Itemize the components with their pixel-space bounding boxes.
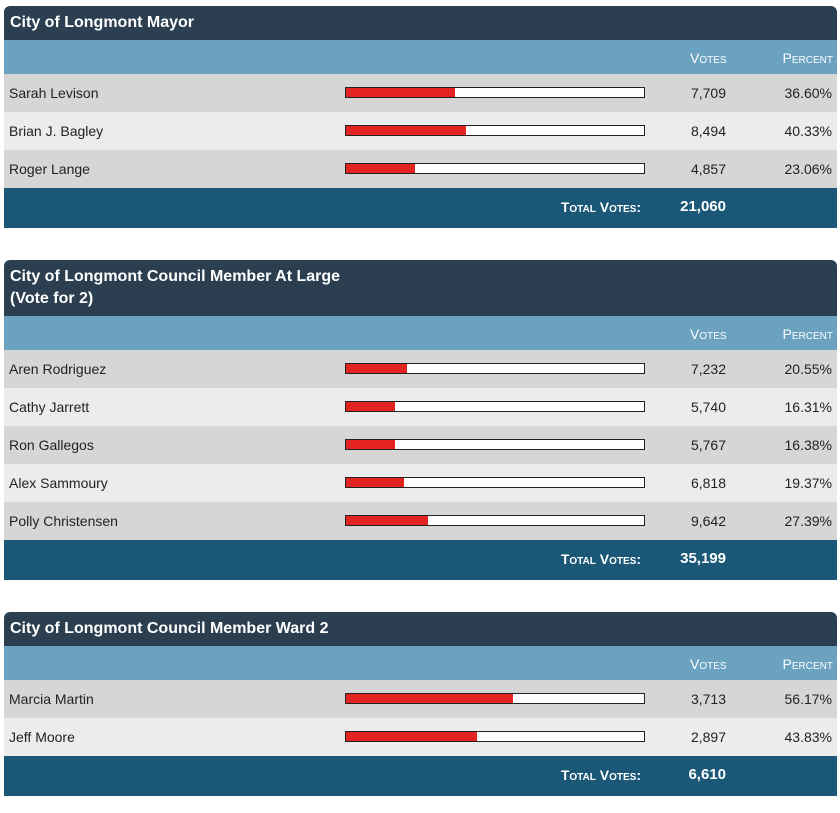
vote-share-fill (346, 440, 395, 449)
vote-share-fill (346, 126, 467, 135)
candidate-row: Roger Lange 4,857 23.06% (4, 150, 837, 188)
total-votes-value: 21,060 (680, 198, 726, 215)
candidate-percent: 16.31% (784, 399, 832, 415)
candidate-percent: 27.39% (784, 513, 832, 529)
candidate-percent: 56.17% (784, 691, 832, 707)
candidate-votes: 2,897 (690, 729, 726, 745)
candidate-row: Sarah Levison 7,709 36.60% (4, 74, 837, 112)
vote-share-bar (345, 731, 645, 742)
total-votes-label: Total Votes: (560, 551, 641, 567)
candidate-votes: 9,642 (690, 513, 726, 529)
candidate-votes: 8,494 (690, 123, 726, 139)
candidate-row: Aren Rodriguez 7,232 20.55% (4, 350, 837, 388)
vote-share-bar (345, 401, 645, 412)
candidate-row: Jeff Moore 2,897 43.83% (4, 718, 837, 756)
percent-column-header: Percent (782, 656, 833, 672)
candidate-name: Cathy Jarrett (9, 399, 90, 415)
candidate-votes: 7,232 (690, 361, 726, 377)
candidate-name: Aren Rodriguez (9, 361, 107, 377)
candidate-row: Polly Christensen 9,642 27.39% (4, 502, 837, 540)
vote-share-fill (346, 402, 395, 411)
vote-share-bar (345, 87, 645, 98)
total-votes-value: 35,199 (680, 550, 726, 567)
candidate-row: Ron Gallegos 5,767 16.38% (4, 426, 837, 464)
candidate-percent: 40.33% (784, 123, 832, 139)
race-mayor: City of Longmont Mayor Votes Percent Sar… (4, 6, 837, 228)
candidate-percent: 36.60% (784, 85, 832, 101)
vote-share-bar (345, 693, 645, 704)
race-subtitle-text: (Vote for 2) (10, 290, 94, 307)
candidate-name: Alex Sammoury (9, 475, 108, 491)
candidate-name: Ron Gallegos (9, 437, 94, 453)
total-votes-row: Total Votes: 21,060 (4, 188, 837, 228)
vote-share-bar (345, 363, 645, 374)
candidate-row: Cathy Jarrett 5,740 16.31% (4, 388, 837, 426)
total-votes-label: Total Votes: (560, 199, 641, 215)
vote-share-bar (345, 125, 645, 136)
race-title: City of Longmont Mayor (4, 6, 837, 40)
race-title: City of Longmont Council Member At Large… (4, 260, 837, 316)
candidate-list: Aren Rodriguez 7,232 20.55% Cathy Jarret… (4, 350, 837, 540)
race-title-text: City of Longmont Mayor (10, 14, 194, 31)
candidate-votes: 4,857 (690, 161, 726, 177)
vote-share-bar (345, 515, 645, 526)
vote-share-fill (346, 164, 415, 173)
candidate-name: Roger Lange (9, 161, 90, 177)
candidate-percent: 23.06% (784, 161, 832, 177)
race-title: City of Longmont Council Member Ward 2 (4, 612, 837, 646)
race-council-at-large: City of Longmont Council Member At Large… (4, 260, 837, 580)
candidate-name: Polly Christensen (9, 513, 118, 529)
candidate-list: Sarah Levison 7,709 36.60% Brian J. Bagl… (4, 74, 837, 188)
race-title-text: City of Longmont Council Member Ward 2 (10, 620, 329, 637)
race-council-ward-2: City of Longmont Council Member Ward 2 V… (4, 612, 837, 796)
candidate-votes: 5,767 (690, 437, 726, 453)
candidate-row: Marcia Martin 3,713 56.17% (4, 680, 837, 718)
candidate-votes: 7,709 (690, 85, 726, 101)
column-header-row: Votes Percent (4, 646, 837, 680)
votes-column-header: Votes (690, 656, 727, 672)
column-header-row: Votes Percent (4, 316, 837, 350)
total-votes-row: Total Votes: 35,199 (4, 540, 837, 580)
vote-share-fill (346, 478, 404, 487)
vote-share-bar (345, 439, 645, 450)
candidate-name: Marcia Martin (9, 691, 94, 707)
candidate-name: Brian J. Bagley (9, 123, 104, 139)
percent-column-header: Percent (782, 50, 833, 66)
candidate-percent: 43.83% (784, 729, 832, 745)
vote-share-bar (345, 477, 645, 488)
vote-share-fill (346, 516, 428, 525)
race-title-text: City of Longmont Council Member At Large (10, 268, 341, 285)
vote-share-fill (346, 694, 514, 703)
vote-share-fill (346, 88, 456, 97)
vote-share-fill (346, 364, 408, 373)
total-votes-value: 6,610 (688, 766, 726, 783)
candidate-name: Sarah Levison (9, 85, 99, 101)
candidate-percent: 19.37% (784, 475, 832, 491)
votes-column-header: Votes (690, 50, 727, 66)
candidate-votes: 5,740 (690, 399, 726, 415)
candidate-name: Jeff Moore (9, 729, 75, 745)
candidate-votes: 6,818 (690, 475, 726, 491)
vote-share-bar (345, 163, 645, 174)
total-votes-row: Total Votes: 6,610 (4, 756, 837, 796)
candidate-row: Alex Sammoury 6,818 19.37% (4, 464, 837, 502)
percent-column-header: Percent (782, 326, 833, 342)
candidate-row: Brian J. Bagley 8,494 40.33% (4, 112, 837, 150)
total-votes-label: Total Votes: (560, 767, 641, 783)
vote-share-fill (346, 732, 477, 741)
column-header-row: Votes Percent (4, 40, 837, 74)
candidate-percent: 16.38% (784, 437, 832, 453)
candidate-list: Marcia Martin 3,713 56.17% Jeff Moore 2,… (4, 680, 837, 756)
votes-column-header: Votes (690, 326, 727, 342)
candidate-votes: 3,713 (690, 691, 726, 707)
candidate-percent: 20.55% (784, 361, 832, 377)
